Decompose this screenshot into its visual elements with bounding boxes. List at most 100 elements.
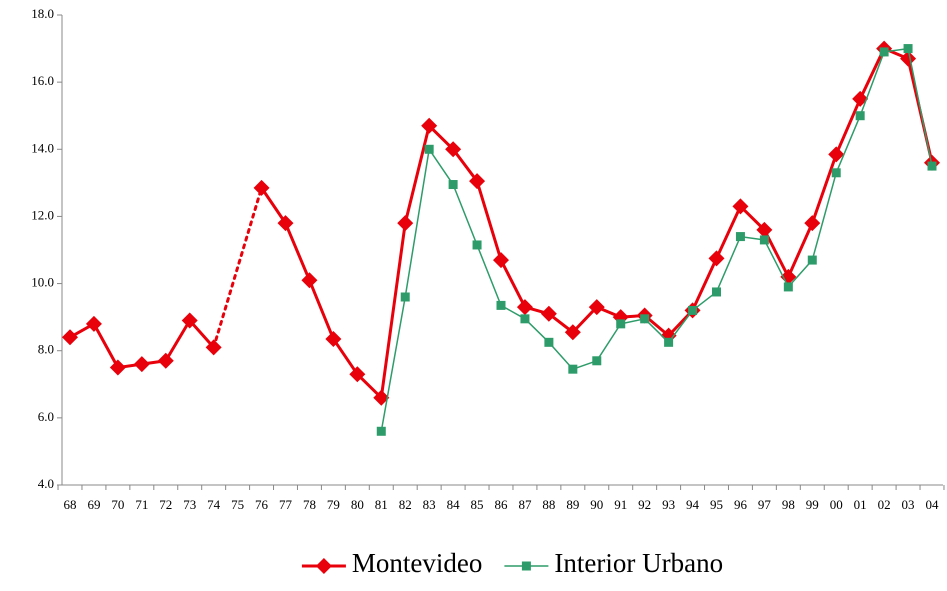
data-point xyxy=(855,111,865,121)
y-tick-label: 12.0 xyxy=(31,207,54,222)
data-point xyxy=(205,339,222,356)
data-point xyxy=(496,300,506,310)
x-tick-label: 01 xyxy=(854,497,867,512)
data-point xyxy=(277,215,294,232)
data-point xyxy=(783,282,793,292)
x-tick-label: 98 xyxy=(782,497,795,512)
data-point xyxy=(804,215,821,232)
data-point xyxy=(831,168,841,178)
data-point xyxy=(564,324,581,341)
data-point xyxy=(592,356,602,366)
data-point xyxy=(445,141,462,158)
data-point xyxy=(373,389,390,406)
data-point xyxy=(397,215,414,232)
data-point xyxy=(735,232,745,242)
x-tick-label: 97 xyxy=(758,497,772,512)
x-tick-label: 72 xyxy=(159,497,172,512)
y-tick-label: 10.0 xyxy=(31,275,54,290)
data-point xyxy=(85,315,102,332)
data-point xyxy=(253,179,270,196)
series-line xyxy=(380,47,933,432)
x-tick-label: 99 xyxy=(806,497,819,512)
data-point xyxy=(516,299,533,316)
y-tick-label: 16.0 xyxy=(31,73,54,88)
x-tick-label: 84 xyxy=(447,497,461,512)
x-tick-label: 02 xyxy=(878,497,891,512)
data-point xyxy=(133,356,150,373)
data-point xyxy=(759,235,769,245)
legend-item: Interior Urbano xyxy=(504,548,723,578)
series-line xyxy=(260,47,934,400)
x-tick-label: 78 xyxy=(303,497,316,512)
x-tick-label: 91 xyxy=(614,497,627,512)
x-tick-label: 90 xyxy=(590,497,603,512)
y-tick-label: 6.0 xyxy=(38,409,54,424)
x-tick-label: 85 xyxy=(471,497,484,512)
x-tick-label: 75 xyxy=(231,497,244,512)
x-tick-label: 81 xyxy=(375,497,388,512)
y-tick-label: 4.0 xyxy=(38,476,54,491)
data-point xyxy=(688,305,698,315)
x-tick-label: 74 xyxy=(207,497,221,512)
data-point xyxy=(588,299,605,316)
data-point xyxy=(568,364,578,374)
data-point xyxy=(472,240,482,250)
x-tick-label: 04 xyxy=(926,497,940,512)
legend-label: Montevideo xyxy=(352,548,482,578)
data-point xyxy=(903,44,913,54)
data-point xyxy=(493,252,509,269)
legend: Montevideo Interior Urbano xyxy=(301,548,723,578)
data-point xyxy=(469,173,486,190)
data-point xyxy=(664,337,674,347)
data-point xyxy=(927,161,937,171)
data-point xyxy=(520,314,530,324)
x-tick-label: 96 xyxy=(734,497,748,512)
data-point xyxy=(756,221,773,238)
x-tick-label: 92 xyxy=(638,497,651,512)
x-tick-label: 77 xyxy=(279,497,293,512)
y-tick-label: 8.0 xyxy=(38,342,54,357)
x-tick-label: 69 xyxy=(87,497,100,512)
data-point xyxy=(900,50,917,67)
x-tick-label: 71 xyxy=(135,497,148,512)
legend-item: Montevideo xyxy=(301,548,482,578)
data-point xyxy=(62,329,78,346)
data-point xyxy=(400,292,410,302)
data-point xyxy=(828,146,845,163)
data-point xyxy=(732,198,749,215)
y-tick-label: 14.0 xyxy=(31,140,54,155)
data-point xyxy=(712,287,721,297)
data-point xyxy=(421,117,438,134)
x-tick-label: 88 xyxy=(542,497,555,512)
x-tick-label: 00 xyxy=(830,497,843,512)
data-point xyxy=(325,330,342,347)
y-tick-label: 18.0 xyxy=(31,6,54,21)
data-point xyxy=(780,268,797,285)
data-point xyxy=(708,250,725,267)
x-tick-label: 95 xyxy=(710,497,723,512)
x-tick-label: 83 xyxy=(423,497,436,512)
x-tick-label: 86 xyxy=(495,497,509,512)
legend-swatch-marker xyxy=(521,561,531,571)
x-tick-label: 93 xyxy=(662,497,675,512)
data-point xyxy=(424,144,434,154)
data-point xyxy=(807,255,817,265)
x-tick-label: 73 xyxy=(183,497,196,512)
data-point xyxy=(301,272,318,289)
x-tick-label: 68 xyxy=(64,497,77,512)
x-tick-label: 94 xyxy=(686,497,700,512)
x-tick-label: 80 xyxy=(351,497,364,512)
x-tick-label: 87 xyxy=(518,497,532,512)
data-point xyxy=(376,426,386,436)
data-point xyxy=(157,352,174,369)
x-tick-label: 89 xyxy=(566,497,579,512)
x-tick-label: 82 xyxy=(399,497,412,512)
data-point xyxy=(349,366,366,383)
x-tick-label: 76 xyxy=(255,497,269,512)
legend-label: Interior Urbano xyxy=(554,548,723,578)
x-tick-label: 70 xyxy=(111,497,124,512)
legend-swatch-marker xyxy=(315,558,332,574)
data-point xyxy=(544,337,554,347)
data-point xyxy=(448,180,458,190)
